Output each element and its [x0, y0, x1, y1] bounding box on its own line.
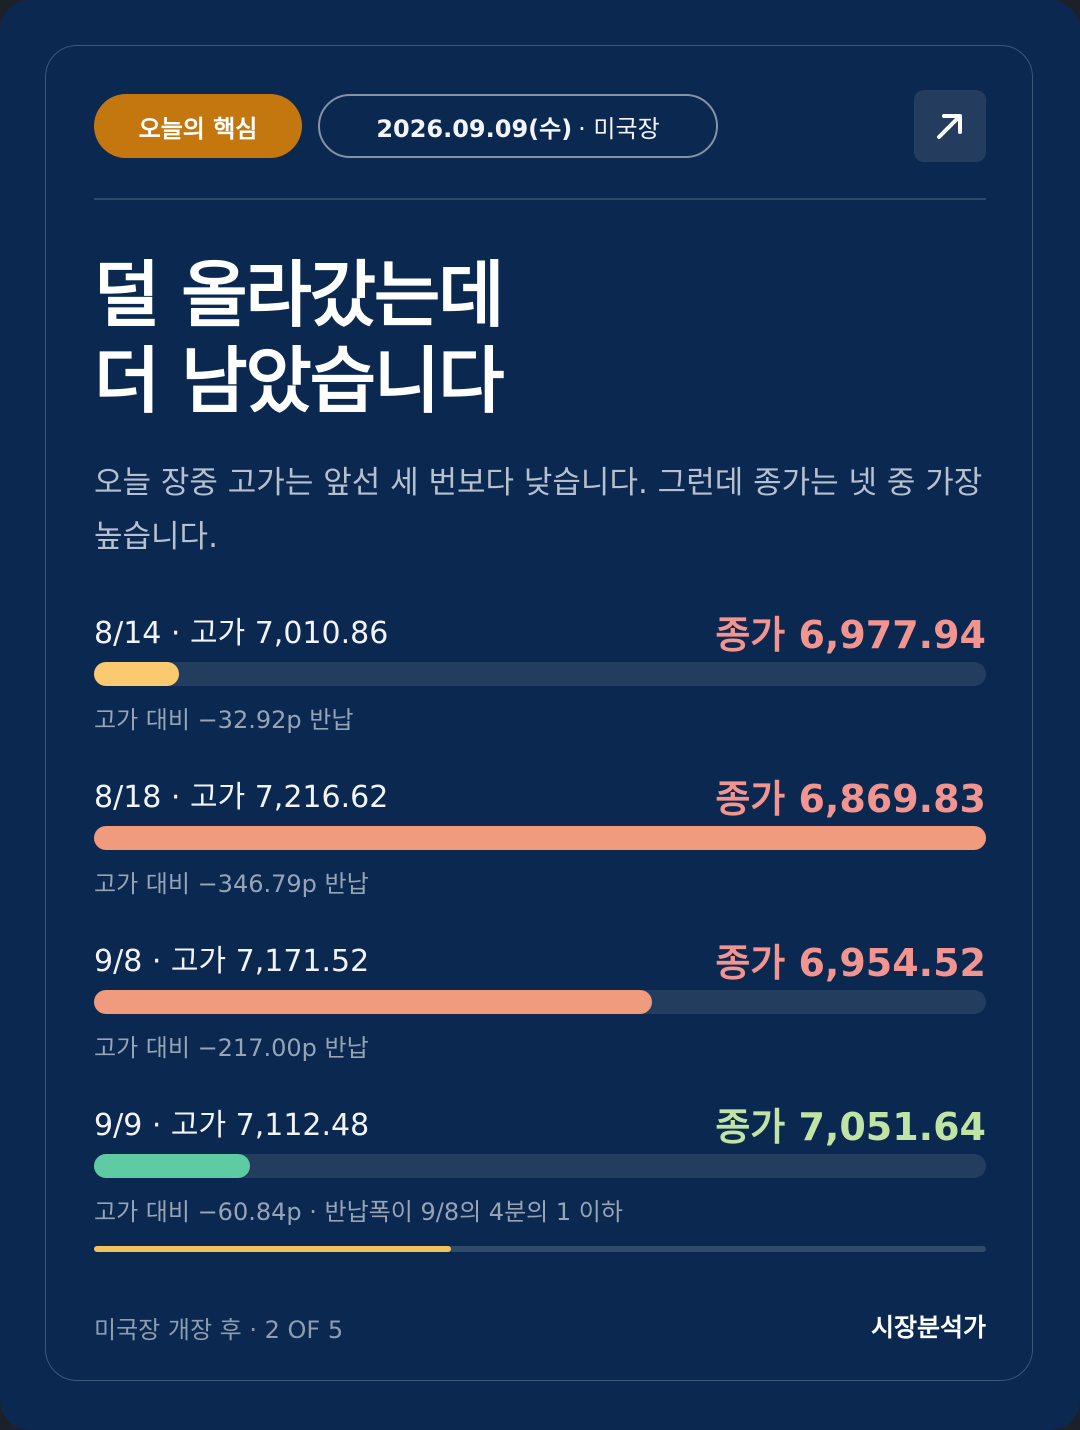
headline-line-2: 더 남았습니다	[94, 339, 505, 423]
list-item: 8/14 · 고가 7,010.86 종가 6,977.94 고가 대비 −32…	[94, 604, 986, 744]
drop-bar-track	[94, 1154, 986, 1178]
footer-page-indicator: 미국장 개장 후 · 2 OF 5	[94, 1316, 344, 1344]
list-item: 8/18 · 고가 7,216.62 종가 6,869.83 고가 대비 −34…	[94, 768, 986, 908]
drop-bar-fill	[94, 990, 653, 1014]
drop-bar-track	[94, 826, 986, 850]
row-label: 9/9 · 고가 7,112.48	[94, 1108, 370, 1143]
description: 오늘 장중 고가는 앞선 세 번보다 낮습니다. 그런데 종가는 넷 중 가장 …	[94, 465, 983, 555]
core-badge: 오늘의 핵심	[94, 94, 302, 158]
row-close-price: 종가 6,869.83	[715, 777, 986, 821]
share-button[interactable]	[914, 90, 986, 162]
row-label: 8/14 · 고가 7,010.86	[94, 616, 389, 651]
list-item: 9/8 · 고가 7,171.52 종가 6,954.52 고가 대비 −217…	[94, 932, 986, 1072]
drop-bar-fill	[94, 662, 179, 686]
market-label: · 미국장	[578, 114, 660, 143]
headline: 덜 올라갔는데 더 남았습니다	[94, 252, 986, 424]
row-label: 9/8 · 고가 7,171.52	[94, 944, 370, 979]
headline-line-1: 덜 올라갔는데	[94, 253, 505, 337]
arrow-up-right-icon	[937, 114, 962, 139]
footer-author: 시장분석가	[870, 1313, 986, 1342]
row-note: 고가 대비 −217.00p 반납	[94, 1034, 369, 1062]
row-close-price: 종가 6,954.52	[715, 941, 986, 985]
row-note: 고가 대비 −346.79p 반납	[94, 870, 369, 898]
row-close-price: 종가 6,977.94	[715, 613, 986, 657]
row-label: 8/18 · 고가 7,216.62	[94, 780, 389, 815]
drop-bar-track	[94, 662, 986, 686]
date-market-pill: 2026.09.09(수) · 미국장	[318, 94, 718, 158]
header-divider	[94, 198, 986, 200]
story-progress-bar	[94, 1246, 986, 1252]
story-progress-fill	[94, 1246, 451, 1252]
card-border	[45, 45, 1033, 1381]
row-note: 고가 대비 −60.84p · 반납폭이 9/8의 4분의 1 이하	[94, 1198, 623, 1226]
drop-bar-track	[94, 990, 986, 1014]
drop-bar-fill	[94, 826, 986, 850]
row-note: 고가 대비 −32.92p 반납	[94, 706, 354, 734]
list-item: 9/9 · 고가 7,112.48 종가 7,051.64 고가 대비 −60.…	[94, 1096, 986, 1236]
drop-bar-fill	[94, 1154, 251, 1178]
date-label: 2026.09.09(수)	[376, 114, 573, 143]
row-close-price: 종가 7,051.64	[715, 1105, 986, 1149]
